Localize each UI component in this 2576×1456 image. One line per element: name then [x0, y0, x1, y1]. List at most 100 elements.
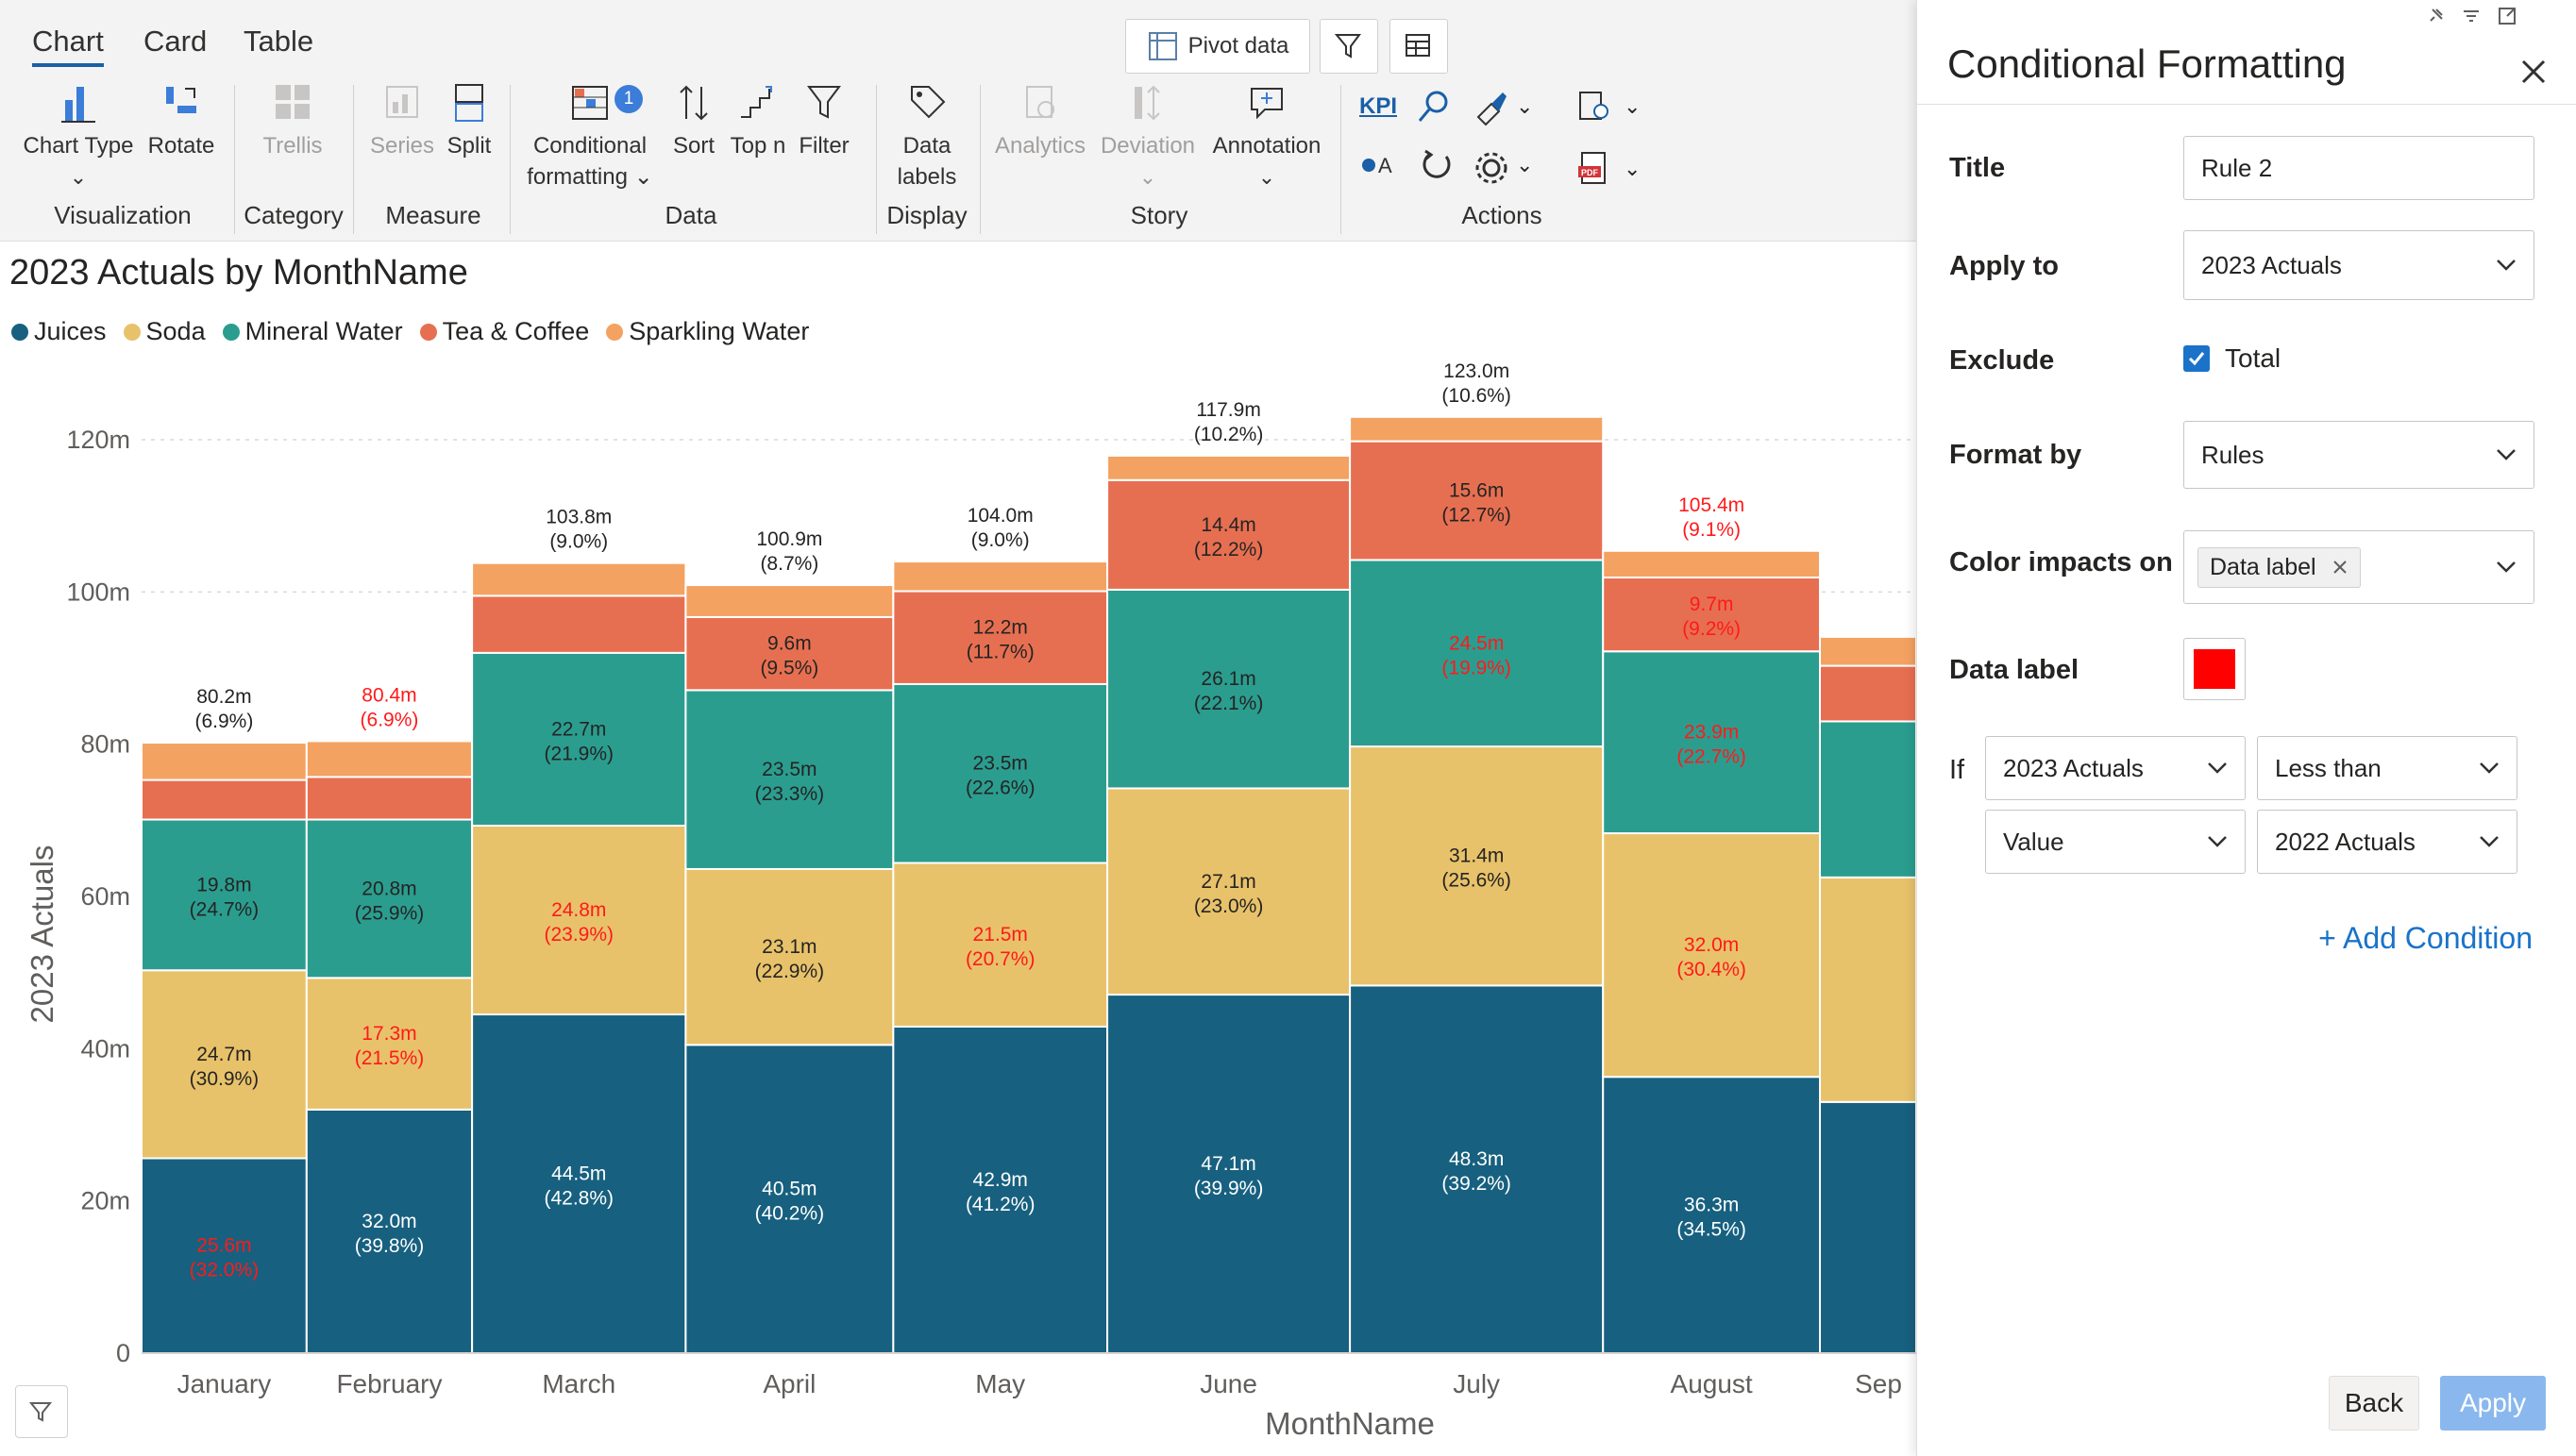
bar-segment[interactable]: [892, 682, 1109, 864]
legend-item[interactable]: Tea & Coffee: [419, 317, 589, 346]
search-icon[interactable]: [1416, 87, 1454, 125]
bar-segment[interactable]: [1819, 720, 1916, 879]
bar-segment[interactable]: [892, 590, 1109, 685]
close-icon[interactable]: [2518, 57, 2549, 87]
refresh-icon[interactable]: [1418, 147, 1456, 185]
bar-segment[interactable]: [1602, 650, 1822, 835]
legend-item[interactable]: Juices: [11, 317, 107, 346]
kpi-button[interactable]: KPI: [1358, 93, 1397, 119]
pivot-data-button[interactable]: Pivot data: [1125, 19, 1310, 74]
bar-segment[interactable]: [141, 818, 308, 972]
tab-table[interactable]: Table: [244, 25, 314, 58]
condition-field-dropdown[interactable]: 2023 Actuals: [1985, 736, 2246, 800]
color-impacts-dropdown[interactable]: Data label: [2183, 530, 2534, 604]
add-condition-link[interactable]: + Add Condition: [2318, 921, 2533, 955]
bar-segment[interactable]: [684, 689, 895, 870]
format-by-dropdown[interactable]: Rules: [2183, 421, 2534, 489]
export-settings-icon[interactable]: [1574, 87, 1612, 125]
bar-segment[interactable]: [1819, 876, 1916, 1103]
condition-value-dropdown[interactable]: 2022 Actuals: [2257, 810, 2517, 874]
chevron-down-icon[interactable]: ⌄: [1516, 94, 1534, 118]
bar-segment[interactable]: [1349, 559, 1605, 748]
bar-segment[interactable]: [141, 778, 308, 821]
condition-operator-dropdown[interactable]: Less than: [2257, 736, 2517, 800]
sort-button[interactable]: Sort: [665, 81, 723, 161]
data-label-chip[interactable]: Data label: [2197, 546, 2361, 588]
bar-segment[interactable]: [1819, 664, 1916, 723]
exclude-total-checkbox[interactable]: Total: [2183, 343, 2281, 374]
table-edit-button[interactable]: [1389, 19, 1448, 74]
pdf-icon[interactable]: PDF: [1574, 149, 1612, 187]
bar-segment[interactable]: [471, 651, 687, 827]
top-n-button[interactable]: Top n: [725, 81, 791, 161]
rotate-button[interactable]: Rotate: [143, 81, 219, 161]
bar-segment[interactable]: [305, 1108, 474, 1354]
apply-button[interactable]: Apply: [2440, 1376, 2546, 1431]
tab-chart[interactable]: Chart: [32, 25, 104, 67]
color-picker-button[interactable]: [2183, 638, 2246, 700]
bar-segment[interactable]: [305, 818, 474, 979]
rule-title-input[interactable]: Rule 2: [2183, 136, 2534, 200]
bar-segment[interactable]: [1349, 984, 1605, 1354]
bar-segment[interactable]: [471, 561, 687, 597]
trellis-button[interactable]: Trellis: [247, 81, 338, 161]
split-button[interactable]: Split: [436, 81, 502, 161]
bar-segment[interactable]: [305, 776, 474, 821]
filter-label: Filter: [799, 133, 850, 159]
pin-icon[interactable]: [2425, 6, 2446, 26]
filter-button[interactable]: Filter: [793, 81, 855, 161]
bar-segment[interactable]: [892, 1025, 1109, 1354]
analytics-button[interactable]: Analytics: [991, 81, 1089, 161]
filter-settings-button[interactable]: [1320, 19, 1378, 74]
data-label: 25.6m: [196, 1235, 251, 1257]
bar-segment[interactable]: [141, 742, 308, 781]
chevron-down-icon[interactable]: ⌄: [1516, 153, 1534, 176]
bar-segment[interactable]: [141, 969, 308, 1160]
chevron-down-icon[interactable]: ⌄: [1624, 94, 1642, 118]
condition-type-dropdown[interactable]: Value: [1985, 810, 2246, 874]
chevron-down-icon[interactable]: ⌄: [1624, 157, 1642, 180]
bar-segment[interactable]: [1349, 745, 1605, 987]
bar-segment[interactable]: [1349, 415, 1605, 443]
bar-segment[interactable]: [471, 1013, 687, 1354]
bar-segment[interactable]: [684, 584, 895, 618]
bar-segment[interactable]: [684, 867, 895, 1046]
filter-lines-icon[interactable]: [2461, 6, 2482, 26]
legend-item[interactable]: Mineral Water: [222, 317, 403, 346]
deviation-button[interactable]: Deviation ⌄: [1097, 81, 1199, 192]
analytics-icon: [1026, 86, 1054, 118]
legend-item[interactable]: Soda: [123, 317, 206, 346]
chart-type-button[interactable]: Chart Type ⌄: [23, 81, 134, 192]
remove-chip-icon[interactable]: [2332, 559, 2349, 576]
legend-marker-icon[interactable]: A: [1359, 149, 1401, 181]
back-button[interactable]: Back: [2329, 1376, 2419, 1431]
expand-icon[interactable]: [2497, 6, 2517, 26]
filter-toggle-button[interactable]: [15, 1385, 68, 1438]
bar-segment[interactable]: [1819, 635, 1916, 667]
bar-segment[interactable]: [1106, 454, 1352, 481]
data-label-percent: (25.6%): [1441, 870, 1511, 892]
bar-segment[interactable]: [471, 824, 687, 1016]
legend-label: Soda: [145, 317, 206, 345]
bar-segment[interactable]: [305, 740, 474, 778]
bar-segment[interactable]: [1819, 1100, 1916, 1354]
gear-icon[interactable]: [1473, 149, 1510, 187]
bar-segment[interactable]: [892, 561, 1109, 593]
tab-card[interactable]: Card: [143, 25, 208, 58]
bar-segment[interactable]: [1602, 549, 1822, 579]
bar-segment[interactable]: [1602, 1076, 1822, 1354]
bar-segment[interactable]: [1106, 994, 1352, 1354]
paint-brush-icon[interactable]: [1473, 89, 1510, 126]
bar-segment[interactable]: [471, 594, 687, 654]
data-labels-button[interactable]: Data labels: [887, 81, 967, 192]
conditional-formatting-button[interactable]: Conditional formatting ⌄: [521, 81, 659, 192]
bar-segment[interactable]: [892, 862, 1109, 1028]
bar-segment[interactable]: [305, 977, 474, 1111]
bar-segment[interactable]: [1602, 832, 1822, 1079]
apply-to-dropdown[interactable]: 2023 Actuals: [2183, 230, 2534, 300]
annotation-button[interactable]: Annotation ⌄: [1206, 81, 1327, 192]
bar-segment[interactable]: [1106, 787, 1352, 996]
legend-item[interactable]: Sparkling Water: [606, 317, 809, 346]
series-button[interactable]: Series: [368, 81, 436, 161]
bar-segment[interactable]: [684, 1044, 895, 1354]
